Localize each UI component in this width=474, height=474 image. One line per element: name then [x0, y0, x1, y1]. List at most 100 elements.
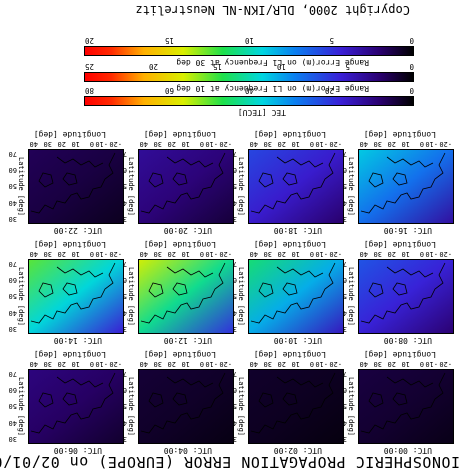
- panel-latitude-label: Latitude [deg]: [237, 377, 245, 437]
- panel-lon-tick: -10: [315, 250, 328, 258]
- panel-longitude-label: Longitude [deg]: [143, 130, 216, 139]
- panel-lon-tick: 0: [309, 250, 314, 258]
- panel-longitude-label: Longitude [deg]: [253, 130, 326, 139]
- tec-field: [358, 259, 453, 333]
- panel-lon-tick: -20: [329, 250, 342, 258]
- panel-lon-tick: -10: [425, 250, 438, 258]
- panel-utc-label: UTC: 20:00: [163, 226, 212, 235]
- panel-lon-tick: 20: [277, 140, 286, 148]
- panel-lon-tick: 0: [199, 250, 204, 258]
- colorbar-tick: 0: [409, 86, 414, 95]
- colorbar: [84, 46, 414, 56]
- panel-lon-tick: 30: [153, 360, 162, 368]
- panel-latitude-label: Latitude [deg]: [237, 157, 245, 217]
- panel-latitude-label: Latitude [deg]: [347, 157, 355, 217]
- panel-lat-tick: 50: [8, 182, 17, 191]
- coastline: [360, 372, 446, 434]
- coastline: [250, 152, 336, 214]
- panel-utc-label: UTC: 18:00: [273, 226, 322, 235]
- panel-lon-tick: 40: [29, 250, 38, 258]
- colorbar-tick: 20: [148, 62, 158, 71]
- tec-map-panel: [248, 149, 344, 224]
- panel-lon-tick: 30: [263, 360, 272, 368]
- tec-map-panel: [138, 149, 234, 224]
- panel-lon-tick: 0: [419, 140, 424, 148]
- panel-lon-tick: -20: [439, 250, 452, 258]
- panel-lon-tick: 30: [373, 360, 382, 368]
- tec-field: [28, 149, 123, 223]
- panel-utc-label: UTC: 14:00: [53, 336, 102, 345]
- colorbar-tick: 60: [164, 86, 174, 95]
- panel-lat-tick: 50: [8, 402, 17, 411]
- panel-utc-label: UTC: 02:00: [273, 446, 322, 455]
- panel-lon-tick: 20: [277, 250, 286, 258]
- panel-lon-tick: 0: [89, 360, 94, 368]
- panel-lon-tick: 10: [71, 360, 80, 368]
- panel-lon-tick: 30: [153, 250, 162, 258]
- panel-lon-tick: 10: [291, 250, 300, 258]
- panel-longitude-label: Longitude [deg]: [363, 240, 436, 249]
- panel-latitude-label: Latitude [deg]: [347, 377, 355, 437]
- panel-lon-tick: -20: [329, 360, 342, 368]
- panel-lat-tick: 40: [8, 308, 17, 317]
- panel-lon-tick: -20: [329, 140, 342, 148]
- panel-lat-tick: 50: [8, 292, 17, 301]
- colorbar-tick: 80: [84, 86, 94, 95]
- panel-lon-tick: -10: [205, 360, 218, 368]
- panel-lat-tick: 60: [8, 166, 17, 175]
- panel-lon-tick: 30: [153, 140, 162, 148]
- panel-lon-tick: -10: [205, 140, 218, 148]
- panel-lon-tick: -10: [95, 360, 108, 368]
- panel-lon-tick: 20: [167, 250, 176, 258]
- panel-lon-tick: 30: [263, 250, 272, 258]
- panel-lon-tick: 10: [291, 360, 300, 368]
- panel-latitude-label: Latitude [deg]: [17, 157, 25, 217]
- panel-utc-label: UTC: 22:00: [53, 226, 102, 235]
- panel-lat-tick: 70: [8, 260, 17, 268]
- tec-map-panel: [358, 149, 454, 224]
- panel-lon-tick: -20: [219, 140, 232, 148]
- panel-lon-tick: 10: [291, 140, 300, 148]
- panel-utc-label: UTC: 06:00: [53, 446, 102, 455]
- colorbar-tick: 5: [329, 36, 334, 45]
- panel-lon-tick: 0: [199, 360, 204, 368]
- panel-lon-tick: 40: [29, 360, 38, 368]
- panel-lon-tick: 20: [277, 360, 286, 368]
- panel-lon-tick: 20: [167, 360, 176, 368]
- tec-map-panel: [358, 259, 454, 334]
- coastline: [250, 372, 336, 434]
- coastline: [140, 262, 226, 324]
- panel-lon-tick: 10: [181, 250, 190, 258]
- panel-lon-tick: 30: [43, 140, 52, 148]
- panel-latitude-label: Latitude [deg]: [127, 377, 135, 437]
- colorbar-tick: 15: [164, 36, 174, 45]
- coastline: [250, 262, 336, 324]
- panel-lat-tick: 60: [8, 386, 17, 395]
- panel-lon-tick: 40: [359, 360, 368, 368]
- panel-lon-tick: 20: [387, 140, 396, 148]
- panel-lon-tick: 40: [139, 360, 148, 368]
- panel-latitude-label: Latitude [deg]: [17, 267, 25, 327]
- colorbar-label: Range Error(m) on L1 Frequency at 10 deg: [176, 84, 369, 93]
- panel-lon-tick: -10: [95, 140, 108, 148]
- panel-lat-tick: 30: [8, 215, 17, 223]
- colorbar-tick: 10: [244, 36, 254, 45]
- panel-lon-tick: 20: [387, 360, 396, 368]
- coastline: [140, 152, 226, 214]
- panel-lat-tick: 40: [8, 418, 17, 427]
- panel-latitude-label: Latitude [deg]: [127, 267, 135, 327]
- panel-lon-tick: -20: [219, 250, 232, 258]
- coastline: [360, 152, 446, 214]
- panel-utc-label: UTC: 16:00: [383, 226, 432, 235]
- panel-lon-tick: -10: [315, 140, 328, 148]
- panel-lon-tick: 10: [181, 140, 190, 148]
- tec-field: [138, 259, 233, 333]
- panel-lon-tick: 10: [401, 250, 410, 258]
- panel-lon-tick: 40: [249, 250, 258, 258]
- panel-lon-tick: 10: [71, 250, 80, 258]
- panel-lon-tick: 40: [249, 140, 258, 148]
- tec-map-panel: [138, 369, 234, 444]
- tec-field: [28, 369, 123, 443]
- panel-latitude-label: Latitude [deg]: [237, 267, 245, 327]
